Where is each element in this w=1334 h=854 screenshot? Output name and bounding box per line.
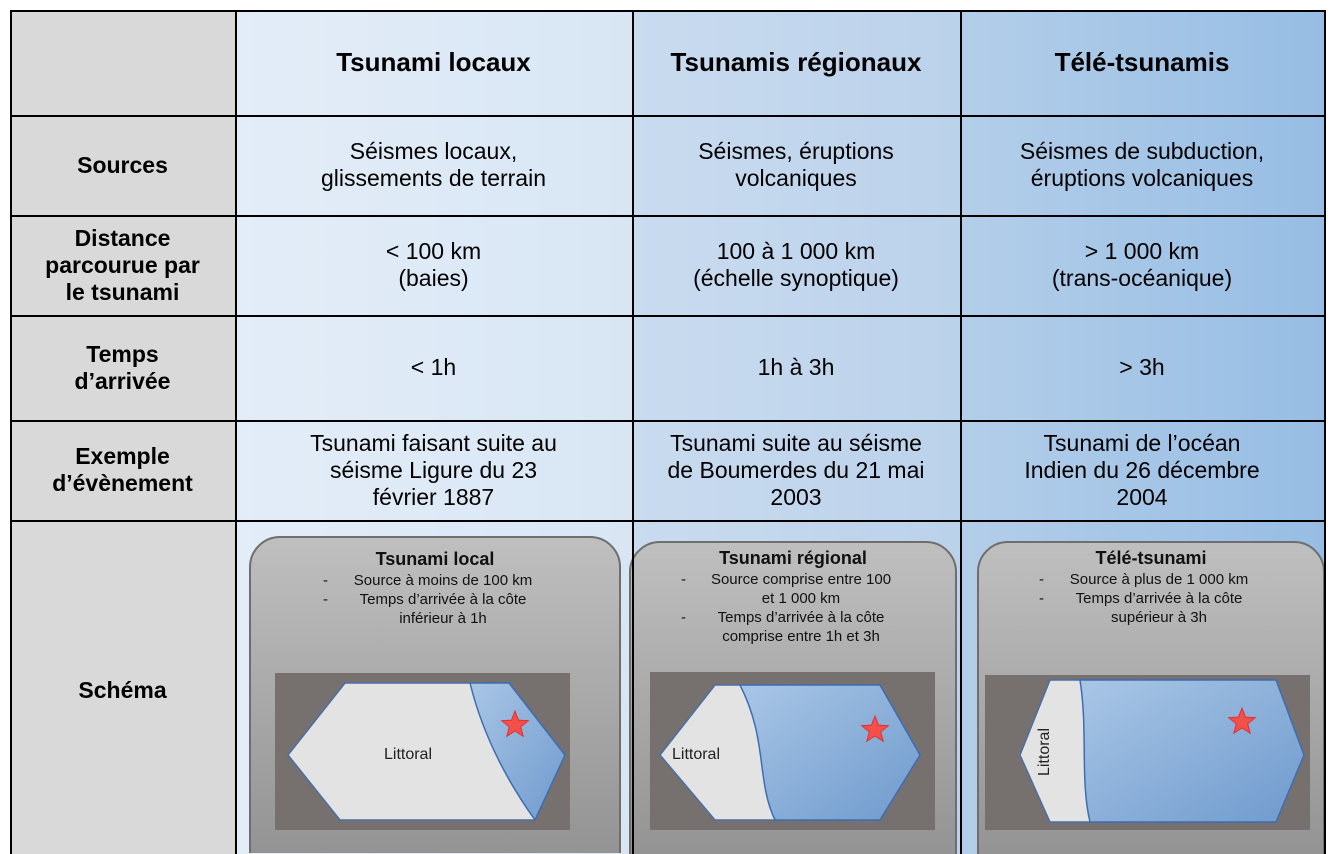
bullet-text: Temps d’arrivée à la côte: [360, 591, 527, 608]
text-line: parcourue par: [45, 251, 200, 278]
schema-diagram: Télé-tsunami - Source à plus de 1 000 km - T…: [977, 541, 1325, 854]
bullet-dash: -: [1039, 590, 1044, 607]
table-cell: Séismes de subduction, éruptions volcaniq…: [960, 115, 1324, 215]
row-label: Temps d’arrivée: [10, 315, 235, 420]
table-rule: [10, 420, 1325, 422]
text-line: d’arrivée: [74, 367, 171, 394]
text-line: Tsunami de l’océan: [1043, 429, 1241, 456]
text-line: de Boumerdes du 21 mai: [667, 456, 925, 483]
table-cell: Tsunami faisant suite au séisme Ligure du…: [235, 420, 632, 520]
table-cell: > 3h: [960, 315, 1324, 420]
row-label: Sources: [10, 115, 235, 215]
text-line: 1h à 3h: [757, 354, 835, 380]
schema-diagram: Tsunami régional - Source comprise entre 1…: [629, 541, 957, 854]
text-line: > 1 000 km: [1084, 238, 1200, 264]
header-text: Tsunami locaux: [336, 47, 531, 77]
text-line: 2003: [770, 483, 822, 510]
text-line: Sources: [77, 151, 168, 178]
text-line: glissements de terrain: [321, 165, 546, 191]
epicenter-star: [1227, 706, 1257, 735]
text-line: volcaniques: [735, 165, 857, 191]
bullet-dash: -: [1039, 571, 1044, 588]
header-text: Tsunamis régionaux: [670, 47, 922, 77]
text-line: Tsunami faisant suite au: [310, 429, 557, 456]
row-label: Schéma: [10, 520, 235, 854]
bullet-text: inférieur à 1h: [399, 610, 487, 627]
diagram-title: Télé-tsunami: [1095, 548, 1206, 568]
coast-label: Littoral: [384, 746, 432, 763]
table-cell: Tsunami de l’océan Indien du 26 décembre 2…: [960, 420, 1324, 520]
diagram-title: Tsunami local: [376, 549, 495, 569]
text-line: d’évènement: [52, 470, 193, 496]
table-rule: [1324, 10, 1326, 854]
row-label: Distance parcourue par le tsunami: [10, 215, 235, 315]
row-label: Exemple d’évènement: [10, 420, 235, 520]
text-line: Indien du 26 décembre: [1024, 456, 1260, 483]
coast-label: Littoral: [672, 746, 720, 763]
bullet-text: Source à moins de 100 km: [354, 572, 532, 589]
table-rule: [632, 10, 634, 854]
table-cell: 1h à 3h: [632, 315, 960, 420]
text-line: 2004: [1116, 483, 1168, 510]
text-line: < 1h: [410, 354, 457, 380]
text-line: Exemple: [75, 443, 170, 469]
table-rule: [235, 10, 237, 854]
tsunami-zone: [469, 682, 566, 822]
text-line: Séismes de subduction,: [1019, 138, 1265, 164]
table-rule: [10, 315, 1325, 317]
table-cell: < 100 km (baies): [235, 215, 632, 315]
bullet-dash: -: [681, 571, 686, 588]
table-rule: [10, 115, 1325, 117]
table-cell: Séismes, éruptions volcaniques: [632, 115, 960, 215]
bullet-text: Temps d’arrivée à la côte: [1076, 590, 1243, 607]
table-rule: [10, 520, 1325, 522]
bullet-text: comprise entre 1h et 3h: [722, 628, 880, 645]
bullet-text: et 1 000 km: [762, 590, 840, 607]
text-line: > 3h: [1119, 354, 1165, 380]
table-cell: Tsunami suite au séisme de Boumerdes du 2…: [632, 420, 960, 520]
table-cell: > 1 000 km (trans-océanique): [960, 215, 1324, 315]
coast-label: Littoral: [1036, 728, 1053, 776]
bullet-text: Source à plus de 1 000 km: [1070, 571, 1248, 588]
text-line: éruptions volcaniques: [1030, 165, 1254, 191]
schema-diagram: Tsunami local - Source à moins de 100 km - T…: [249, 536, 621, 853]
diagram-title: Tsunami régional: [719, 548, 867, 568]
table-rule: [960, 10, 962, 854]
table-cell: 100 à 1 000 km (échelle synoptique): [632, 215, 960, 315]
text-line: Séismes locaux,: [349, 138, 518, 164]
column-header: Tsunamis régionaux: [632, 10, 960, 115]
table-cell: < 1h: [235, 315, 632, 420]
bullet-text: supérieur à 3h: [1111, 609, 1207, 626]
text-line: < 100 km: [385, 238, 482, 264]
text-line: 100 à 1 000 km: [716, 238, 876, 264]
column-header: Tsunami locaux: [235, 10, 632, 115]
bullet-dash: -: [323, 591, 328, 608]
column-header: Télé-tsunamis: [960, 10, 1324, 115]
bullet-text: Source comprise entre 100: [711, 571, 891, 588]
text-line: Tsunami suite au séisme: [670, 429, 922, 456]
text-line: (trans-océanique): [1051, 265, 1233, 291]
tsunami-zone: [1079, 679, 1305, 823]
header-text: Télé-tsunamis: [1054, 47, 1230, 77]
label-text: Schéma: [78, 676, 167, 703]
text-line: Temps: [86, 340, 159, 367]
table-cell: Séismes locaux, glissements de terrain: [235, 115, 632, 215]
text-line: février 1887: [372, 483, 495, 510]
table-rule: [10, 215, 1325, 217]
text-line: (baies): [398, 265, 469, 291]
text-line: le tsunami: [65, 278, 180, 305]
bullet-text: Temps d’arrivée à la côte: [718, 609, 885, 626]
bullet-dash: -: [323, 572, 328, 589]
table-rule: [10, 10, 12, 854]
text-line: Distance: [74, 224, 171, 251]
text-line: (échelle synoptique): [693, 265, 899, 291]
corner-cell: [10, 10, 235, 115]
epicenter-star: [500, 709, 530, 738]
bullet-dash: -: [681, 609, 686, 626]
epicenter-star: [860, 714, 890, 743]
text-line: séisme Ligure du 23: [329, 456, 538, 483]
text-line: Séismes, éruptions: [698, 138, 894, 164]
table-rule: [10, 10, 1325, 12]
